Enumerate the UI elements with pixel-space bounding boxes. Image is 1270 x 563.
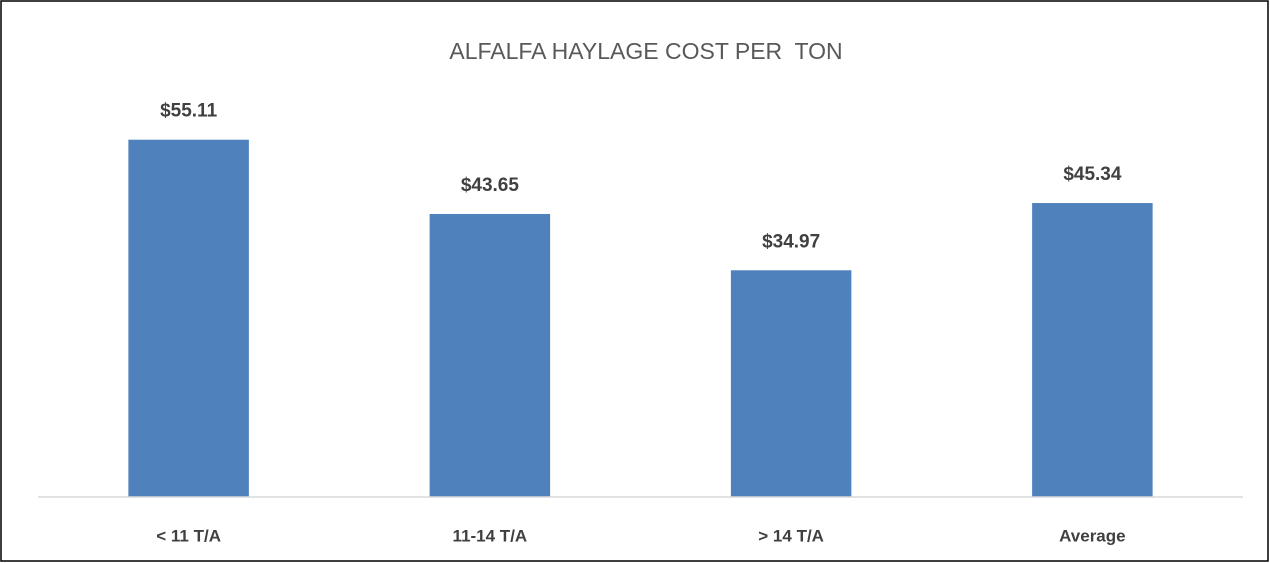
bar [730,270,852,497]
value-label: $45.34 [1063,164,1122,185]
bar [1032,203,1153,498]
value-label: $43.65 [461,175,520,196]
bar [429,214,551,497]
chart-title: ALFALFA HAYLAGE COST PER TON [449,38,842,64]
x-tick-label: < 11 T/A [156,526,221,545]
value-label: $34.97 [762,231,820,252]
x-tick-label: > 14 T/A [758,526,824,545]
value-label: $55.11 [160,101,217,122]
bar [128,139,249,498]
x-tick-label: Average [1059,526,1125,545]
x-tick-label: 11-14 T/A [453,526,528,545]
